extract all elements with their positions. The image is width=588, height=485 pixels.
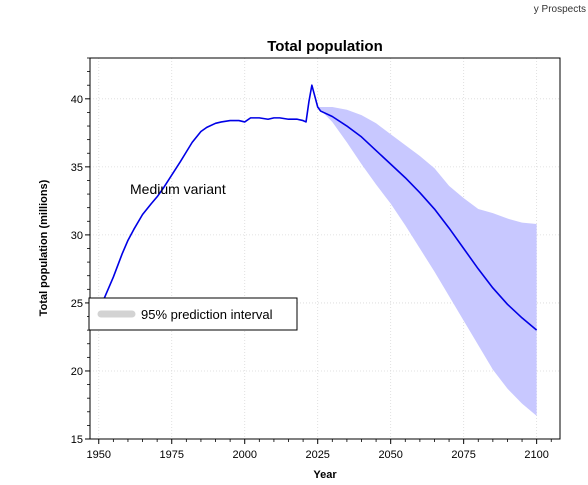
legend-label: 95% prediction interval [141, 307, 273, 322]
y-tick-label: 25 [71, 298, 83, 310]
chart-title: Total population [267, 38, 383, 55]
x-tick-label: 2050 [378, 449, 402, 461]
x-tick-label: 1975 [159, 449, 183, 461]
medium-variant-line [98, 84, 538, 331]
legend: 95% prediction interval [88, 297, 298, 331]
y-tick-label: 15 [71, 434, 83, 446]
x-tick-label: 2075 [451, 449, 475, 461]
y-tick-label: 30 [71, 230, 83, 242]
medium-variant-annotation: Medium variant [130, 181, 226, 197]
x-tick-label: 1950 [87, 449, 111, 461]
x-tick-label: 2000 [232, 449, 256, 461]
y-tick-label: 35 [71, 162, 83, 174]
x-tick-label: 2025 [305, 449, 329, 461]
prediction-interval-band [317, 106, 537, 416]
y-tick-label: 20 [71, 366, 83, 378]
y-tick-label: 40 [71, 94, 83, 106]
y-axis-title: Total population (millions) [38, 179, 50, 316]
series-line-layer [98, 84, 538, 331]
corner-text: y Prospects [534, 4, 586, 15]
x-axis-title: Year [313, 469, 337, 481]
prediction-band-layer [317, 106, 537, 416]
x-tick-label: 2100 [524, 449, 548, 461]
